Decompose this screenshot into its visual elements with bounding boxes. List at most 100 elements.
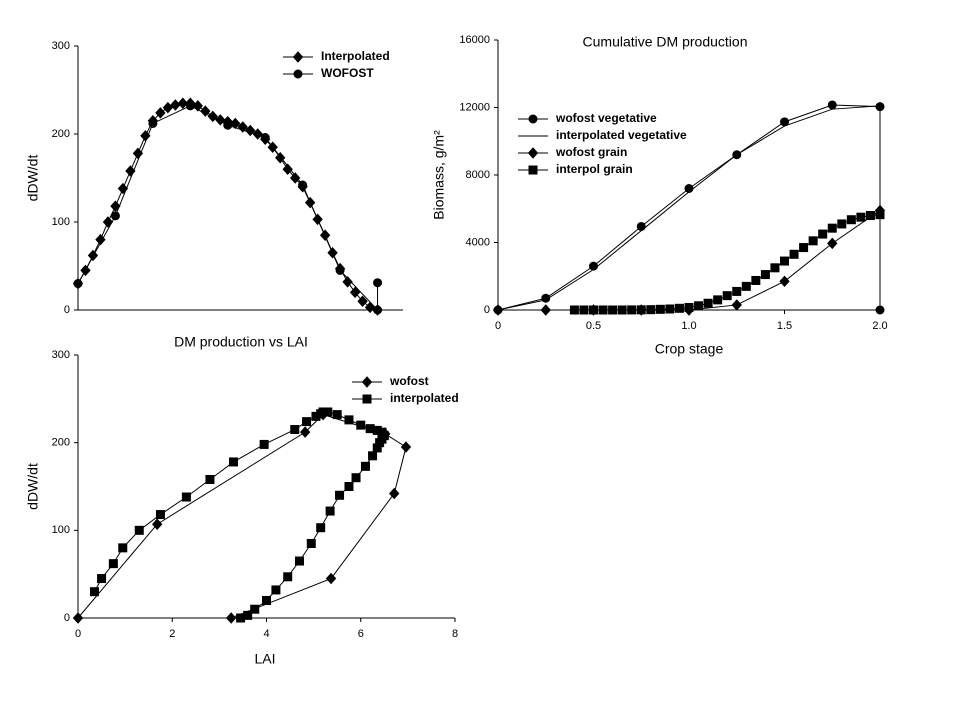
marker (694, 301, 704, 311)
marker (751, 275, 761, 285)
marker (389, 487, 400, 500)
marker (344, 415, 354, 425)
y-tick-label: 12000 (459, 101, 490, 113)
marker (181, 492, 191, 502)
marker (827, 237, 838, 250)
marker (283, 572, 293, 582)
marker (118, 543, 128, 553)
marker (73, 279, 83, 289)
marker (250, 604, 260, 614)
y-axis-title: dDW/dt (25, 463, 41, 510)
marker (298, 180, 308, 190)
marker (349, 286, 361, 299)
marker (655, 304, 665, 314)
marker (252, 128, 263, 140)
marker (102, 216, 114, 228)
series-line (77, 102, 378, 311)
marker (372, 443, 382, 453)
x-tick-label: 0.5 (586, 320, 601, 332)
legend-label: WOFOST (321, 66, 374, 80)
marker (569, 305, 579, 315)
marker (608, 305, 618, 315)
x-tick-label: 2 (169, 628, 175, 640)
marker (155, 510, 165, 520)
marker (684, 302, 694, 312)
marker (856, 212, 866, 222)
y-tick-label: 100 (52, 524, 70, 536)
marker (225, 612, 237, 624)
marker (87, 249, 99, 262)
x-axis-title: Crop stage (655, 341, 724, 357)
marker (325, 572, 337, 585)
marker (875, 305, 885, 315)
marker (148, 118, 158, 128)
y-tick-label: 0 (64, 612, 70, 624)
marker (368, 451, 378, 461)
series-line (94, 411, 385, 619)
marker (97, 574, 107, 584)
series-line (77, 105, 379, 312)
marker (360, 461, 370, 471)
marker (373, 278, 383, 288)
marker (362, 394, 372, 404)
y-axis-title: Biomass, g/m² (431, 130, 447, 220)
marker (357, 295, 368, 307)
marker (875, 210, 885, 220)
marker (361, 376, 373, 388)
marker (271, 585, 281, 595)
marker (294, 556, 304, 566)
marker (335, 490, 345, 500)
marker (741, 281, 751, 291)
marker (818, 229, 828, 239)
x-tick-label: 6 (358, 628, 364, 640)
marker (335, 265, 345, 275)
marker (646, 305, 656, 315)
series-line (77, 414, 407, 619)
marker (236, 613, 246, 623)
marker (865, 211, 875, 220)
marker (674, 303, 684, 313)
marker (579, 305, 589, 315)
marker (617, 305, 627, 315)
y-tick-label: 100 (52, 216, 70, 228)
y-tick-label: 300 (52, 40, 70, 52)
x-tick-label: 0 (495, 320, 501, 332)
marker (636, 305, 646, 315)
marker (316, 523, 326, 533)
marker (636, 221, 646, 231)
marker (289, 172, 301, 184)
y-tick-label: 300 (52, 349, 70, 361)
legend-label: wofost vegetative (555, 111, 657, 125)
y-tick-label: 4000 (466, 236, 490, 248)
marker (799, 243, 809, 253)
marker (177, 97, 189, 109)
marker (306, 538, 316, 548)
marker (875, 102, 885, 112)
y-tick-label: 0 (484, 304, 490, 316)
chart-title: DM production vs LAI (174, 334, 308, 350)
marker (237, 121, 248, 133)
marker (846, 215, 856, 225)
x-tick-label: 8 (452, 628, 458, 640)
marker (770, 263, 780, 273)
marker (827, 223, 837, 233)
y-tick-label: 8000 (466, 169, 490, 181)
legend-label: interpolated vegetative (556, 128, 687, 142)
marker (492, 304, 504, 316)
marker (134, 525, 144, 535)
marker (282, 163, 293, 175)
marker (110, 200, 121, 212)
series-line (497, 105, 881, 311)
marker (162, 101, 174, 114)
x-tick-label: 4 (263, 628, 269, 640)
marker (260, 133, 270, 143)
marker (627, 305, 637, 315)
legend-label: wofost grain (555, 145, 627, 159)
marker (275, 152, 286, 164)
marker (589, 305, 598, 315)
marker (332, 410, 342, 420)
marker (89, 587, 99, 597)
marker (302, 417, 312, 427)
marker (827, 100, 837, 110)
